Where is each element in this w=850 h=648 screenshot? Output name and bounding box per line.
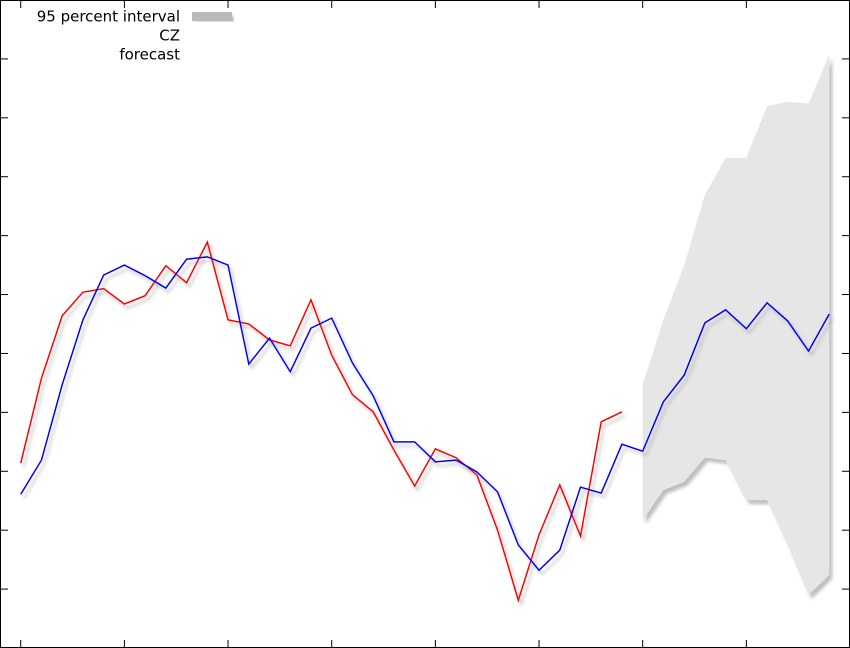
legend-label: CZ [159,27,180,45]
interval-band [642,54,830,595]
legend-label: forecast [119,46,180,64]
legend-swatch [192,12,232,21]
series-line [20,256,830,572]
series-line [20,240,623,603]
legend-label: 95 percent interval [37,8,180,26]
